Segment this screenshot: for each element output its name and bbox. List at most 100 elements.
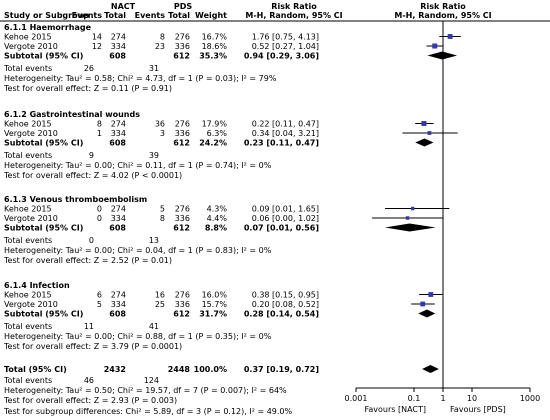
subtotal-weight: 35.3% [199,52,227,61]
subgroup-title: 6.1.1 Haemorrhage [4,23,92,32]
subtotal-weight: 31.7% [199,310,227,319]
subtotal-weight: 8.8% [205,224,227,233]
study-name: Kehoe 2015 [4,120,52,129]
header-rr-method: M-H, Random, 95% CI [245,11,342,20]
study-weight: 16.0% [202,291,228,300]
header-group2: PDS [174,2,193,11]
study-events-nact: 1 [97,129,102,138]
study-point [421,121,427,126]
study-point [420,301,426,307]
header-events-nact: Events [72,11,103,20]
study-point [447,34,453,39]
total-events-label: Total events [3,151,52,160]
study-ci: 0.22 [0.11, 0.47] [252,120,319,129]
study-weight: 4.4% [207,214,228,223]
header-study: Study or Subgroup [4,11,89,20]
total-events-pds: 31 [149,64,159,73]
grand-heterogeneity-text: Heterogeneity: Tau² = 0.50; Chi² = 19.57… [4,386,287,395]
subtotal-diamond [418,309,436,318]
study-ci: 0.34 [0.04, 3.21] [252,129,319,138]
subtotal-label: Subtotal (95% CI) [4,52,83,61]
study-name: Vergote 2010 [4,42,58,51]
subgroup-title: 6.1.3 Venous thromboembolism [4,195,147,204]
header-rr-method-plot: M-H, Random, 95% CI [394,11,491,20]
subtotal-ci: 0.28 [0.14, 0.54] [244,310,319,319]
total-events-label: Total events [3,64,52,73]
study-ci: 0.38 [0.15, 0.95] [252,291,319,300]
subtotal-total-nact: 608 [109,310,126,319]
study-events-pds: 16 [155,291,165,300]
study-ci: 0.20 [0.08, 0.52] [252,300,319,309]
study-events-nact: 12 [92,42,102,51]
subtotal-diamond [427,51,458,60]
heterogeneity-text: Heterogeneity: Tau² = 0.00; Chi² = 0.88,… [4,332,272,341]
subtotal-label: Subtotal (95% CI) [4,139,83,148]
study-events-nact: 14 [92,33,102,42]
subtotal-total-pds: 612 [173,224,190,233]
heterogeneity-text: Heterogeneity: Tau² = 0.00; Chi² = 0.11,… [4,161,272,170]
heterogeneity-text: Heterogeneity: Tau² = 0.00; Chi² = 0.04,… [4,246,272,255]
total-weight: 100.0% [194,365,227,374]
x-tick-label: 1000 [520,394,540,403]
subtotal-total-nact: 608 [109,139,126,148]
total-ci: 0.37 [0.19, 0.72] [244,365,319,374]
grand-total-events-pds: 124 [144,376,159,385]
subtotal-weight: 24.2% [199,139,227,148]
study-point [427,131,432,135]
total-events-label: Total events [3,322,52,331]
study-weight: 17.9% [202,120,228,129]
overall-effect-text: Test for overall effect: Z = 3.79 (P = 0… [3,342,182,351]
study-total-pds: 336 [175,214,190,223]
header-rr-title-plot: Risk Ratio [420,2,466,11]
study-total-nact: 274 [111,205,126,214]
total-events-nact: 9 [89,151,94,160]
study-total-nact: 274 [111,291,126,300]
total-diamond [422,365,439,373]
study-weight: 4.3% [207,205,228,214]
subtotal-diamond [415,138,434,147]
study-events-nact: 6 [97,291,102,300]
study-events-nact: 5 [97,300,102,309]
x-tick-label: 0.1 [408,394,421,403]
study-total-nact: 334 [111,42,126,51]
study-name: Vergote 2010 [4,214,58,223]
study-point [432,43,438,49]
study-ci: 1.76 [0.75, 4.13] [252,33,319,42]
study-total-pds: 336 [175,300,190,309]
study-weight: 18.6% [202,42,228,51]
x-tick-label: 1 [440,394,445,403]
total-events-pds: 39 [149,151,159,160]
x-tick-label: 10 [467,394,477,403]
overall-effect-text: Test for overall effect: Z = 4.02 (P < 0… [3,171,182,180]
study-events-nact: 0 [97,214,102,223]
study-total-nact: 274 [111,120,126,129]
study-name: Kehoe 2015 [4,33,52,42]
study-events-pds: 23 [155,42,165,51]
total-events-label: Total events [3,236,52,245]
subtotal-total-nact: 608 [109,224,126,233]
subtotal-total-nact: 608 [109,52,126,61]
study-total-pds: 276 [175,120,190,129]
total-events-pds: 13 [149,236,159,245]
study-events-pds: 8 [160,214,165,223]
header-events-pds: Events [135,11,166,20]
subtotal-label: Subtotal (95% CI) [4,224,83,233]
study-events-pds: 5 [160,205,165,214]
total-events-nact: 0 [89,236,94,245]
study-ci: 0.06 [0.00, 1.02] [252,214,319,223]
study-name: Vergote 2010 [4,300,58,309]
study-point [410,206,415,211]
study-weight: 6.3% [207,129,228,138]
study-point [428,292,434,297]
subtotal-label: Subtotal (95% CI) [4,310,83,319]
study-weight: 16.7% [202,33,228,42]
favours-pds-label: Favours [PDS] [450,405,506,414]
study-events-nact: 0 [97,205,102,214]
total-n-nact: 2432 [104,365,126,374]
overall-effect-text: Test for overall effect: Z = 0.11 (P = 0… [3,84,172,93]
study-total-pds: 336 [175,129,190,138]
subtotal-ci: 0.07 [0.01, 0.56] [244,224,319,233]
subtotal-total-pds: 612 [173,52,190,61]
header-weight: Weight [195,11,227,20]
x-tick-label: 0.001 [345,394,368,403]
